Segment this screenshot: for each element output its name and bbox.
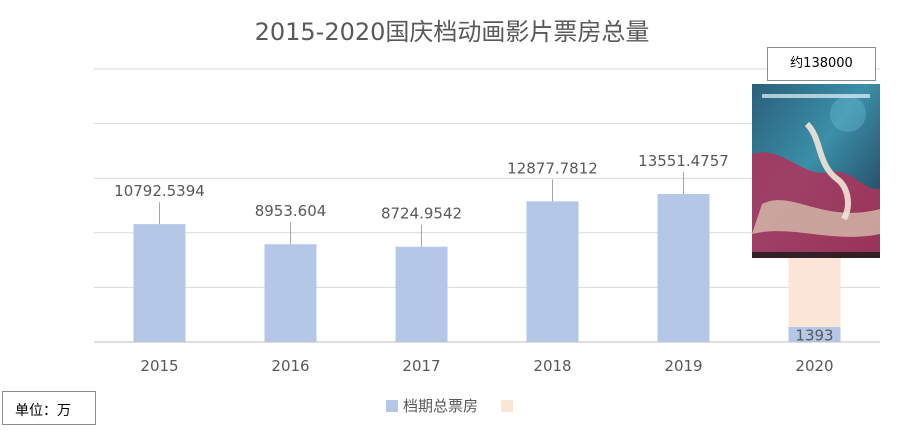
movie-poster-image — [752, 84, 880, 258]
chart-title: 2015-2020国庆档动画影片票房总量 — [255, 18, 650, 46]
data-label-2016: 8953.604 — [255, 202, 327, 220]
bar-2019-series1 — [657, 194, 710, 342]
x-tick-label-2020: 2020 — [795, 357, 833, 375]
legend-swatch-1 — [386, 400, 398, 412]
data-label-2015: 10792.5394 — [114, 182, 205, 200]
x-tick-label-2018: 2018 — [533, 357, 571, 375]
x-tick-label-2016: 2016 — [271, 357, 309, 375]
bar-2020-series1 — [788, 326, 841, 342]
gridlines — [94, 68, 880, 288]
legend-label-1: 档期总票房 — [403, 397, 478, 415]
bar-2016-series1 — [264, 244, 317, 342]
bar-2017-series1 — [395, 246, 448, 342]
x-axis: 2015 2016 2017 2018 2019 2020 — [94, 341, 880, 375]
data-label-2019: 13551.4757 — [638, 152, 729, 170]
unit-label: 单位：万 — [2, 391, 96, 425]
data-label-2018: 12877.7812 — [507, 159, 598, 177]
data-label-2017: 8724.9542 — [381, 205, 462, 223]
x-tick-label-2015: 2015 — [140, 357, 178, 375]
x-tick-label-2017: 2017 — [402, 357, 440, 375]
data-labels: 10792.5394 8953.604 8724.9542 12877.7812 135… — [114, 152, 833, 344]
x-tick-label-2019: 2019 — [664, 357, 702, 375]
bars — [133, 191, 841, 342]
bar-2018-series1 — [526, 201, 579, 342]
data-label-2020: 1393 — [795, 326, 833, 344]
bar-2015-series1 — [133, 224, 186, 342]
legend-swatch-2 — [501, 400, 513, 412]
legend: 档期总票房 — [386, 397, 513, 415]
annotation-box: 约138000 — [767, 47, 876, 81]
